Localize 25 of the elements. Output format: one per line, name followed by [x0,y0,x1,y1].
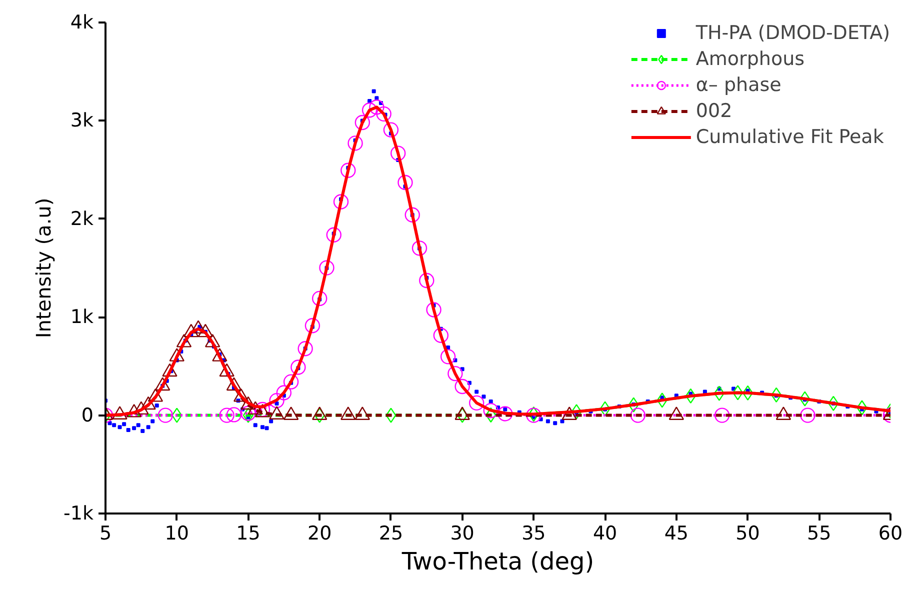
x-tick-label: 30 [450,522,474,544]
x-tick-label: 40 [592,522,618,544]
x-tick-label: 25 [378,522,404,544]
x-tick-label: 35 [522,522,546,544]
y-tick-label: 4k [70,12,94,34]
legend-label: Amorphous [696,48,805,70]
x-tick-label: 55 [807,522,832,544]
x-tick-label: 10 [164,522,189,544]
x-tick-label: 45 [664,522,689,544]
y-tick-label: 1k [70,306,94,328]
y-tick-label: -1k [64,502,94,524]
x-axis-title: Two-Theta (deg) [400,548,594,576]
y-tick-label: 0 [81,404,94,426]
y-tick-label: 2k [70,208,94,230]
legend-label: TH-PA (DMOD-DETA) [696,22,890,44]
x-tick-label: 20 [308,522,332,544]
legend-label: 002 [696,100,732,122]
x-tick-label: 60 [878,522,903,544]
x-tick-label: 50 [736,522,760,544]
legend-label: α– phase [696,74,782,96]
legend-label: Cumulative Fit Peak [696,126,884,148]
y-tick-label: 3k [70,110,94,132]
x-tick-label: 15 [236,522,260,544]
x-tick-label: 5 [99,522,112,544]
y-axis-title: Intensity (a.u) [32,198,56,338]
